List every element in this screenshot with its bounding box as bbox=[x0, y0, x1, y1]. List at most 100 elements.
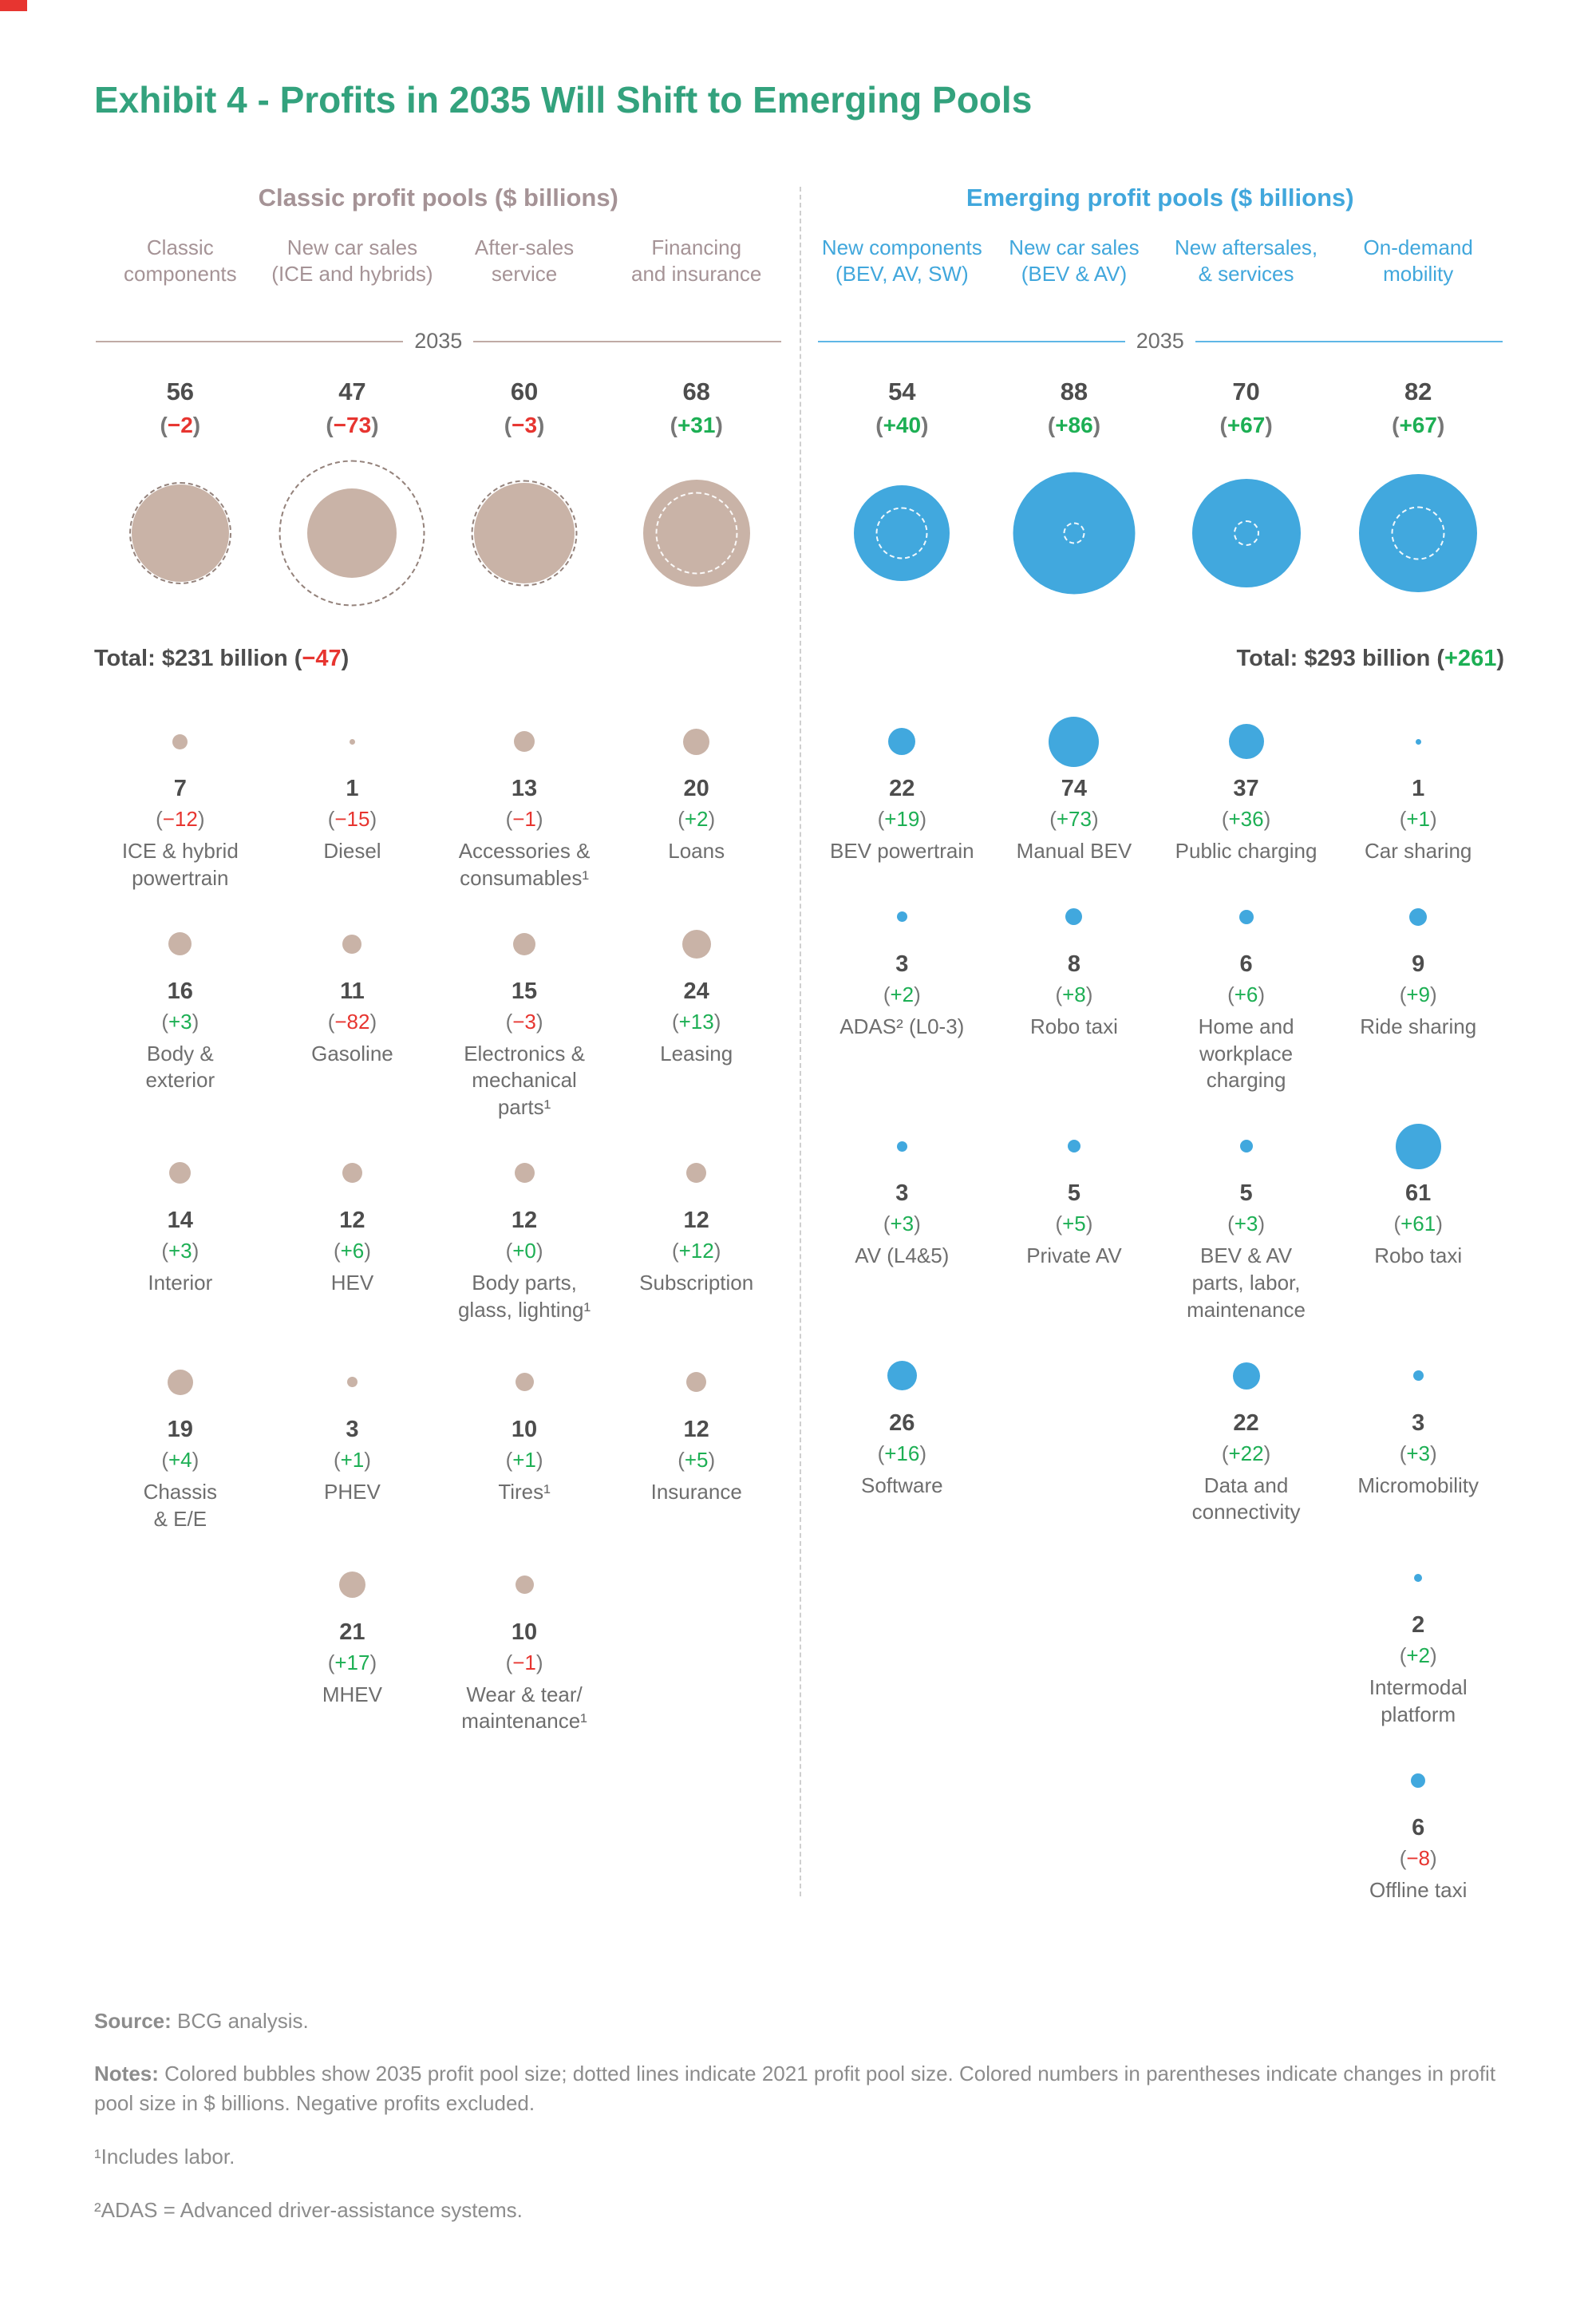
profit-pool-item: 13 (−1) Accessories & consumables¹ bbox=[438, 690, 610, 892]
bubble-box bbox=[686, 1354, 707, 1410]
paren-open: ( bbox=[678, 807, 685, 831]
pool-change: (+1) bbox=[1400, 807, 1437, 832]
paren-close: ) bbox=[1430, 1441, 1437, 1465]
pool-value-2035: 13 bbox=[511, 776, 538, 801]
empty-cell bbox=[94, 1735, 267, 1844]
bubble-2035 bbox=[1414, 1574, 1423, 1583]
profit-pool-item: 12 (+0) Body parts, glass, lighting¹ bbox=[438, 1121, 610, 1330]
detail-row: 3 (+3) AV (L4&5) 5 (+5) Private AV 5 (+3) BEV & … bbox=[816, 1094, 1505, 1323]
pool-value-2035: 60 bbox=[510, 378, 539, 405]
paren-close: ) bbox=[919, 1441, 927, 1465]
total-change: (−47) bbox=[288, 646, 350, 671]
pool-change: (+67) bbox=[1160, 413, 1333, 438]
paren-open: ( bbox=[1399, 1643, 1407, 1668]
bubble-2035 bbox=[887, 1361, 917, 1391]
classic-overview-bubbles: 56 (−2) 47 (−73) 60 (−3) 68 (+31) bbox=[94, 378, 783, 641]
pool-value-2035: 54 bbox=[888, 378, 916, 405]
bubble-box bbox=[610, 449, 783, 617]
change-value: (+4) bbox=[161, 1448, 199, 1472]
bubble-2035 bbox=[896, 1141, 907, 1152]
pool-change: (+19) bbox=[878, 807, 926, 832]
pool-label: Private AV bbox=[1026, 1243, 1122, 1268]
bubble-box bbox=[94, 449, 267, 617]
pool-value-2035: 10 bbox=[511, 1619, 538, 1645]
bubble-2021-dashed bbox=[471, 480, 578, 587]
change-value: (+73) bbox=[1049, 807, 1098, 831]
pool-value-2035: 12 bbox=[339, 1207, 365, 1233]
paren-open: ( bbox=[161, 1009, 168, 1034]
footnote-1: ¹Includes labor. bbox=[94, 2145, 235, 2169]
detail-row: 21 (+17) MHEV 10 (−1) Wear & tear/ maintenanc… bbox=[94, 1533, 783, 1736]
bubble-2035 bbox=[338, 1572, 365, 1599]
change-value: (−82) bbox=[328, 1010, 377, 1034]
pool-change: (+3) bbox=[161, 1010, 199, 1034]
pool-label: MHEV bbox=[322, 1682, 382, 1706]
paren-open: ( bbox=[327, 1650, 335, 1674]
pool-label: BEV powertrain bbox=[829, 839, 974, 863]
bubble-2035 bbox=[515, 1373, 534, 1392]
change-value: (+5) bbox=[678, 1448, 715, 1472]
pool-value-2035: 56 bbox=[166, 378, 195, 405]
profit-pool-item: 21 (+17) MHEV bbox=[267, 1533, 439, 1736]
bubble-box bbox=[167, 1354, 193, 1410]
pool-change: (−15) bbox=[328, 807, 377, 832]
bubble-2035 bbox=[1411, 1773, 1426, 1788]
change-number: −82 bbox=[334, 1009, 370, 1034]
paren-close: ) bbox=[369, 807, 377, 831]
paren-open: ( bbox=[1049, 807, 1057, 831]
change-number: +36 bbox=[1228, 807, 1264, 831]
pool-change: (+6) bbox=[1227, 982, 1265, 1007]
change-number: −3 bbox=[512, 413, 538, 437]
pool-change: (+61) bbox=[1393, 1212, 1442, 1236]
pool-value-2035: 37 bbox=[1233, 776, 1259, 801]
bubble-box bbox=[168, 916, 192, 972]
bubble-2035 bbox=[514, 1163, 535, 1184]
change-value: (−3) bbox=[504, 413, 545, 437]
bubble-2035 bbox=[513, 932, 536, 955]
pool-value-2035: 5 bbox=[1239, 1180, 1253, 1207]
change-value: (−1) bbox=[506, 1651, 543, 1674]
pool-label: Insurance bbox=[650, 1479, 742, 1504]
paren-close: ) bbox=[197, 807, 205, 831]
corner-red-mark bbox=[0, 0, 27, 11]
change-number: +67 bbox=[1227, 413, 1266, 437]
change-number: +8 bbox=[1062, 982, 1086, 1006]
paren-close: ) bbox=[1258, 1212, 1266, 1236]
paren-open: ( bbox=[1055, 982, 1063, 1006]
pool-label: Body parts, glass, lighting¹ bbox=[457, 1270, 591, 1322]
pool-change: (+31) bbox=[610, 413, 783, 438]
empty-cell bbox=[816, 1729, 989, 1904]
bubble-box bbox=[1411, 1753, 1426, 1809]
pool-value-2035: 8 bbox=[1067, 951, 1080, 977]
change-value: (+2) bbox=[883, 982, 921, 1006]
profit-pool-item: 12 (+5) Insurance bbox=[610, 1330, 783, 1533]
bubble-2035 bbox=[1412, 1370, 1424, 1382]
paren-open: ( bbox=[161, 1447, 168, 1472]
emerging-column-headers: New components (BEV, AV, SW) New car sale… bbox=[816, 235, 1505, 308]
change-number: +1 bbox=[340, 1447, 365, 1472]
empty-cell bbox=[610, 1533, 783, 1736]
bubble-2021-dashed bbox=[655, 492, 738, 575]
pool-label: Interior bbox=[148, 1270, 213, 1295]
change-value: (+12) bbox=[672, 1239, 721, 1263]
bubble-2035 bbox=[515, 1575, 534, 1595]
profit-pool-item: 12 (+6) HEV bbox=[267, 1121, 439, 1330]
pool-change: (+17) bbox=[328, 1651, 377, 1675]
change-value: (+67) bbox=[1392, 413, 1444, 437]
column-header: New car sales (ICE and hybrids) bbox=[271, 235, 433, 287]
pool-change: (+0) bbox=[506, 1239, 543, 1263]
paren-open: ( bbox=[156, 807, 163, 831]
bubble-box bbox=[1238, 889, 1254, 945]
change-number: +73 bbox=[1056, 807, 1092, 831]
pool-label: PHEV bbox=[324, 1479, 381, 1504]
classic-year-divider: 2035 bbox=[96, 329, 781, 354]
paren-open: ( bbox=[505, 807, 513, 831]
pool-change: (+36) bbox=[1222, 807, 1270, 832]
change-value: (+1) bbox=[506, 1448, 543, 1472]
paren-open: ( bbox=[875, 413, 883, 437]
paren-close: ) bbox=[708, 807, 716, 831]
pool-overview: 68 (+31) bbox=[610, 378, 783, 641]
paren-open: ( bbox=[1221, 1441, 1229, 1465]
paren-open: ( bbox=[327, 1009, 335, 1034]
paren-close: ) bbox=[1092, 413, 1101, 437]
